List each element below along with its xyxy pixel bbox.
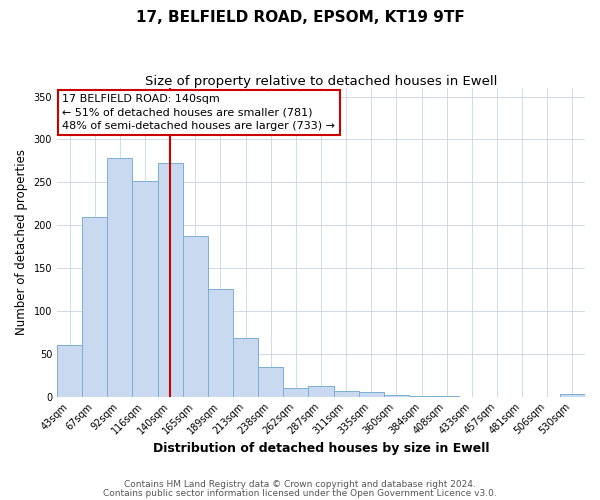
Bar <box>560 394 585 396</box>
Bar <box>384 395 409 396</box>
Text: Contains HM Land Registry data © Crown copyright and database right 2024.: Contains HM Land Registry data © Crown c… <box>124 480 476 489</box>
Title: Size of property relative to detached houses in Ewell: Size of property relative to detached ho… <box>145 75 497 88</box>
Text: 17 BELFIELD ROAD: 140sqm
← 51% of detached houses are smaller (781)
48% of semi-: 17 BELFIELD ROAD: 140sqm ← 51% of detach… <box>62 94 335 130</box>
Bar <box>107 158 133 396</box>
Bar <box>334 390 359 396</box>
Bar <box>258 366 283 396</box>
Bar <box>57 345 82 397</box>
Bar <box>359 392 384 396</box>
Bar <box>208 288 233 397</box>
Bar <box>82 216 107 396</box>
Y-axis label: Number of detached properties: Number of detached properties <box>15 150 28 336</box>
Bar <box>158 164 183 396</box>
Text: 17, BELFIELD ROAD, EPSOM, KT19 9TF: 17, BELFIELD ROAD, EPSOM, KT19 9TF <box>136 10 464 25</box>
Bar <box>283 388 308 396</box>
Bar <box>233 338 258 396</box>
Text: Contains public sector information licensed under the Open Government Licence v3: Contains public sector information licen… <box>103 488 497 498</box>
Bar <box>308 386 334 396</box>
Bar <box>183 236 208 396</box>
Bar <box>133 180 158 396</box>
X-axis label: Distribution of detached houses by size in Ewell: Distribution of detached houses by size … <box>153 442 489 455</box>
